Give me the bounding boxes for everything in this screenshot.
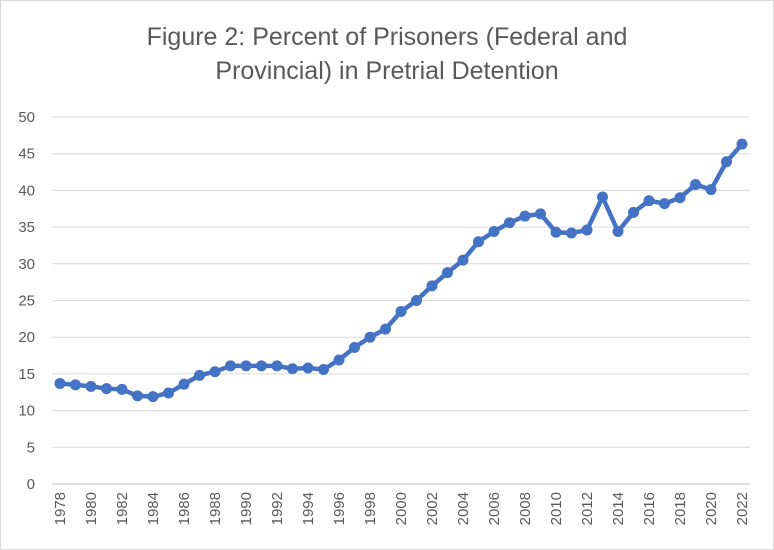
x-tick-label: 1996 bbox=[331, 492, 348, 525]
y-tick-label: 30 bbox=[18, 256, 35, 273]
x-tick-label: 1980 bbox=[83, 492, 100, 525]
gridlines bbox=[52, 116, 750, 485]
data-point-1999 bbox=[380, 323, 391, 335]
data-point-2009 bbox=[535, 208, 546, 220]
data-point-2020 bbox=[705, 184, 717, 196]
data-point-1987 bbox=[194, 369, 205, 381]
data-point-2008 bbox=[519, 210, 531, 222]
data-point-2005 bbox=[473, 236, 484, 248]
data-point-2006 bbox=[488, 226, 500, 238]
data-point-1997 bbox=[349, 341, 360, 353]
x-tick-label: 1992 bbox=[269, 492, 286, 525]
data-point-1996 bbox=[333, 354, 345, 366]
chart-title-line-2: Provincial) in Pretrial Detention bbox=[215, 57, 559, 85]
data-point-1998 bbox=[364, 331, 376, 343]
data-point-2016 bbox=[643, 195, 655, 207]
y-tick-label: 45 bbox=[18, 146, 35, 163]
chart-title-line-1: Figure 2: Percent of Prisoners (Federal … bbox=[146, 23, 628, 51]
data-point-1981 bbox=[101, 383, 112, 395]
x-tick-label: 1994 bbox=[300, 492, 317, 525]
x-tick-label: 2014 bbox=[610, 492, 627, 525]
y-tick-label: 25 bbox=[18, 293, 35, 310]
y-tick-label: 15 bbox=[18, 366, 35, 383]
data-point-2003 bbox=[442, 267, 453, 279]
data-point-1989 bbox=[225, 360, 236, 372]
series-line bbox=[57, 141, 745, 399]
x-tick-label: 2002 bbox=[424, 492, 441, 525]
x-axis-ticks: 1978 1980 1982 1984 1986 1988 1990 1992 1994 1996… bbox=[52, 492, 751, 525]
x-tick-label: 1990 bbox=[238, 492, 255, 525]
data-point-2022 bbox=[736, 138, 748, 150]
x-tick-label: 1984 bbox=[145, 492, 162, 525]
y-tick-label: 50 bbox=[18, 109, 35, 126]
y-tick-label: 5 bbox=[27, 439, 35, 456]
series-pretrial-detention bbox=[54, 138, 748, 403]
data-point-2015 bbox=[628, 206, 639, 218]
data-point-1984 bbox=[147, 391, 159, 403]
data-point-1994 bbox=[302, 362, 314, 374]
y-axis-ticks: 0 5 10 15 20 25 30 35 40 45 50 bbox=[18, 109, 35, 493]
x-tick-label: 2010 bbox=[548, 492, 565, 525]
y-tick-label: 10 bbox=[18, 403, 35, 420]
x-tick-label: 1986 bbox=[176, 492, 193, 525]
x-tick-label: 2008 bbox=[517, 492, 534, 525]
data-point-2004 bbox=[457, 254, 469, 266]
data-point-2002 bbox=[426, 280, 438, 292]
data-point-2001 bbox=[411, 295, 422, 306]
x-tick-label: 1978 bbox=[52, 492, 69, 525]
data-point-2019 bbox=[690, 179, 701, 191]
y-tick-label: 40 bbox=[18, 182, 35, 199]
x-tick-label: 2018 bbox=[672, 492, 689, 525]
data-point-1983 bbox=[132, 390, 143, 402]
data-point-2011 bbox=[566, 227, 577, 239]
data-point-2007 bbox=[504, 217, 515, 229]
data-point-1978 bbox=[54, 377, 66, 389]
x-tick-label: 2006 bbox=[486, 492, 503, 525]
data-point-1988 bbox=[209, 366, 221, 378]
data-point-2010 bbox=[550, 226, 562, 238]
x-tick-label: 2020 bbox=[703, 492, 720, 525]
x-tick-label: 1982 bbox=[114, 492, 131, 525]
data-point-2012 bbox=[581, 224, 593, 236]
data-point-2021 bbox=[721, 156, 732, 168]
x-tick-label: 2000 bbox=[393, 492, 410, 525]
data-point-1985 bbox=[163, 387, 174, 399]
data-point-2000 bbox=[395, 306, 407, 318]
x-tick-label: 2022 bbox=[734, 492, 751, 525]
data-point-1995 bbox=[318, 363, 329, 375]
data-point-1979 bbox=[70, 379, 81, 391]
y-tick-label: 35 bbox=[18, 219, 35, 236]
x-tick-label: 2016 bbox=[641, 492, 658, 525]
data-point-2017 bbox=[659, 198, 670, 210]
data-point-1986 bbox=[178, 378, 190, 390]
data-point-2014 bbox=[612, 226, 624, 238]
y-tick-label: 20 bbox=[18, 329, 35, 346]
data-point-2013 bbox=[597, 191, 608, 203]
data-point-2018 bbox=[674, 192, 686, 204]
data-point-1991 bbox=[256, 360, 267, 372]
x-tick-label: 2012 bbox=[579, 492, 596, 525]
data-point-1990 bbox=[240, 360, 252, 372]
data-point-1982 bbox=[116, 383, 128, 395]
data-point-1992 bbox=[271, 360, 283, 372]
data-point-1993 bbox=[287, 363, 298, 375]
chart-title: Figure 2: Percent of Prisoners (Federal … bbox=[0, 20, 774, 88]
x-tick-label: 1988 bbox=[207, 492, 224, 525]
x-tick-label: 1998 bbox=[362, 492, 379, 525]
data-point-1980 bbox=[85, 380, 97, 392]
x-tick-label: 2004 bbox=[455, 492, 472, 525]
y-tick-label: 0 bbox=[27, 476, 35, 493]
